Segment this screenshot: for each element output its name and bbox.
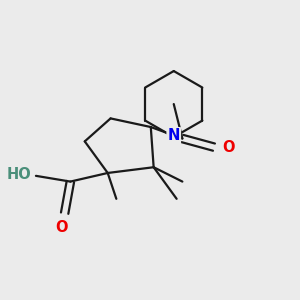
Text: O: O — [222, 140, 235, 154]
Text: HO: HO — [7, 167, 31, 182]
Text: O: O — [56, 220, 68, 235]
Text: N: N — [168, 128, 180, 143]
